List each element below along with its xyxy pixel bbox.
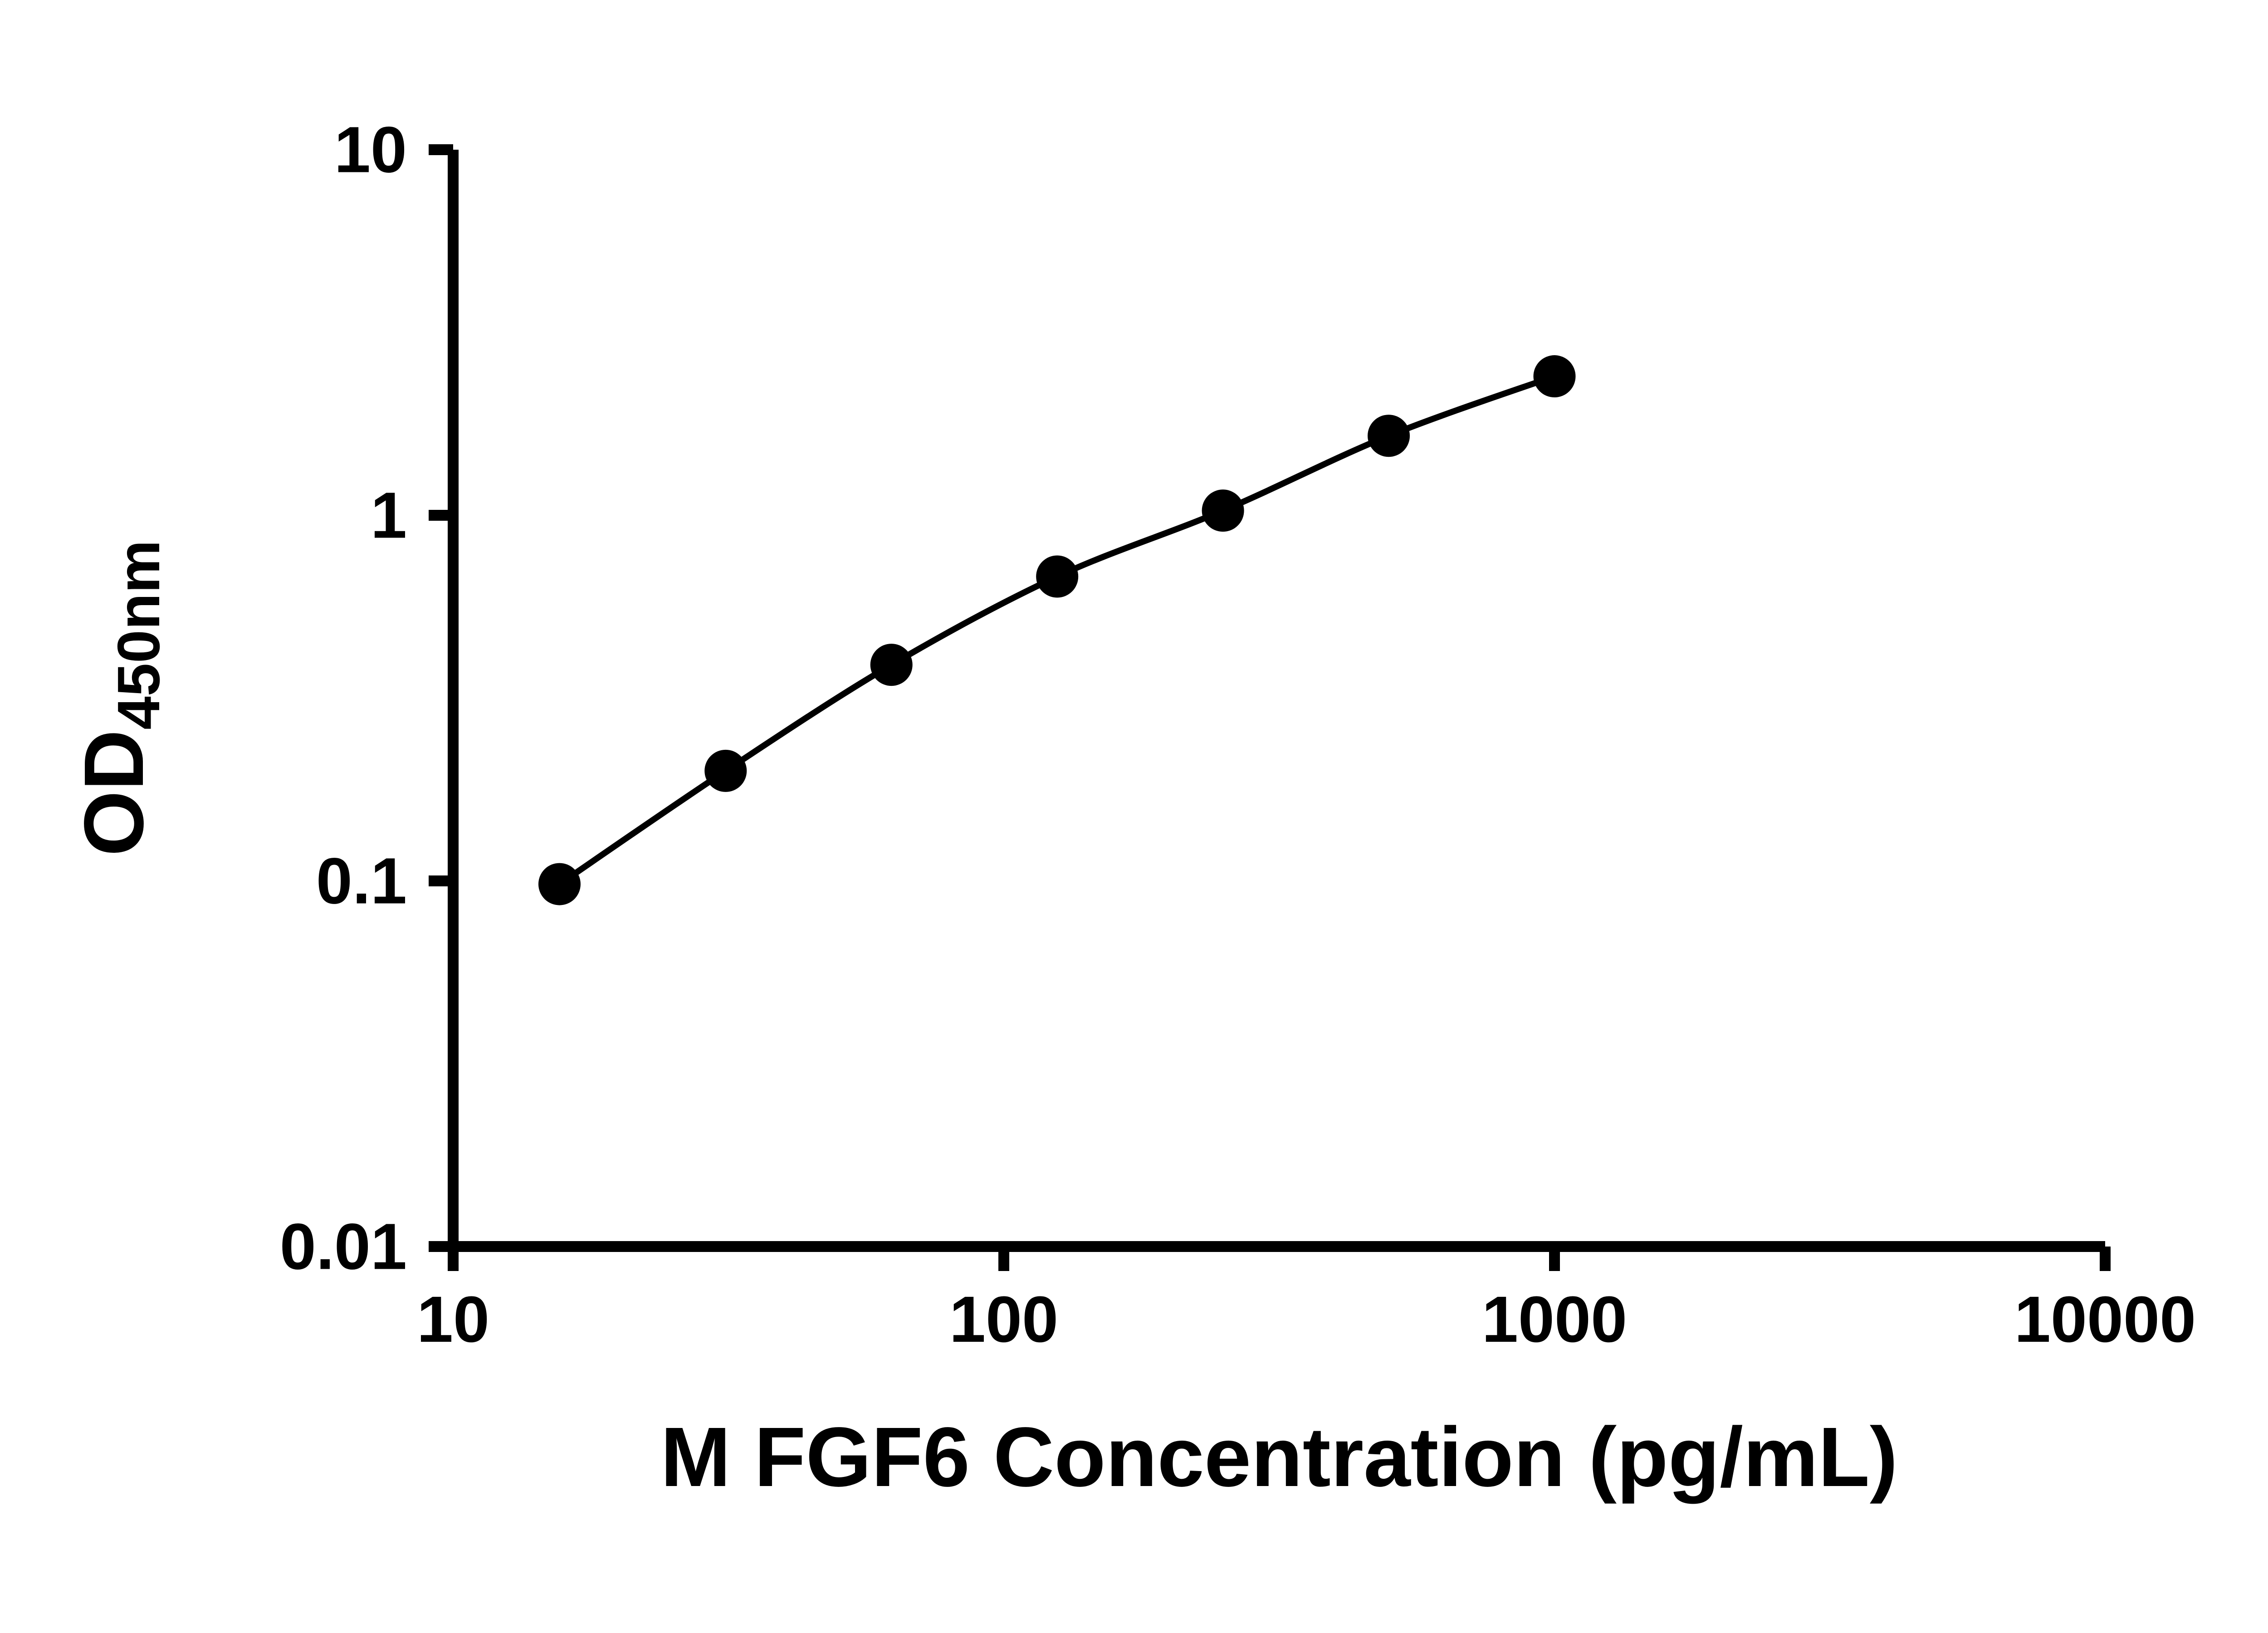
x-tick-label: 10000 bbox=[2014, 1283, 2196, 1356]
x-tick-label: 10 bbox=[417, 1283, 489, 1356]
data-point bbox=[704, 749, 747, 792]
axes bbox=[448, 150, 2105, 1252]
data-series bbox=[538, 355, 1576, 905]
data-point bbox=[1036, 555, 1079, 598]
x-axis-ticks: 10 100 1000 10000 bbox=[417, 1247, 2196, 1356]
data-point bbox=[870, 644, 913, 686]
fit-curve bbox=[557, 373, 1556, 887]
x-tick-label: 1000 bbox=[1482, 1283, 1627, 1356]
y-tick-label: 10 bbox=[334, 113, 407, 186]
x-axis-title: M FGF6 Concentration (pg/mL) bbox=[660, 1410, 1898, 1504]
y-tick-label: 0.01 bbox=[280, 1210, 407, 1283]
data-point bbox=[1533, 355, 1576, 398]
y-axis-title: OD450nm bbox=[67, 540, 172, 856]
x-tick-label: 100 bbox=[949, 1283, 1058, 1356]
data-point bbox=[1368, 415, 1410, 457]
y-axis-ticks: 0.01 0.1 1 10 bbox=[280, 113, 453, 1283]
y-tick-label: 0.1 bbox=[316, 845, 407, 918]
data-point bbox=[538, 863, 581, 905]
data-point bbox=[1202, 489, 1244, 532]
y-tick-label: 1 bbox=[371, 479, 407, 552]
